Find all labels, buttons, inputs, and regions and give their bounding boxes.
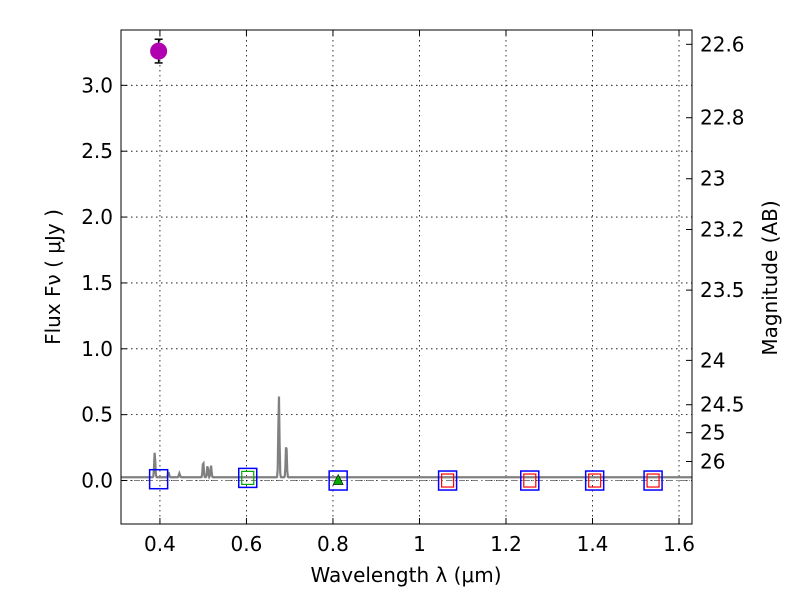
magnitude-tick-label: 24.5 — [700, 393, 745, 417]
model-flux-box — [237, 467, 258, 489]
measured-flux-point — [150, 42, 168, 60]
y-tick-label: 2.5 — [81, 139, 113, 163]
y-tick-label: 1.0 — [81, 337, 113, 361]
grid-layer — [121, 30, 692, 524]
x-tick-label: 1.6 — [663, 532, 695, 556]
plot-frame — [120, 29, 693, 525]
magnitude-tick-label: 23.2 — [700, 218, 745, 242]
x-axis-title: Wavelength λ (μm) — [310, 563, 501, 587]
model-flux-box — [148, 468, 169, 490]
spectrum-line — [121, 396, 692, 480]
y-tick-label: 3.0 — [81, 73, 113, 97]
band-flux-box — [646, 473, 660, 488]
series-layer — [121, 38, 692, 491]
magnitude-tick-label: 22.6 — [700, 32, 745, 56]
band-flux-box — [523, 473, 537, 488]
model-flux-box — [328, 470, 348, 491]
y-tick-label: 2.0 — [81, 205, 113, 229]
model-flux-box — [437, 470, 458, 491]
x-tick-label: 1.2 — [490, 532, 522, 556]
y-tick-label: 1.5 — [81, 271, 113, 295]
x-tick-label: 0.4 — [144, 532, 176, 556]
model-flux-box — [584, 470, 605, 491]
x-tick-label: 0.6 — [231, 532, 263, 556]
x-tick-label: 0.8 — [317, 532, 349, 556]
y-axis-title: Flux Fν ( μJy ) — [41, 209, 65, 345]
magnitude-tick-label: 25 — [700, 421, 725, 445]
x-tick-label: 1 — [413, 532, 426, 556]
band-flux-box — [241, 470, 255, 485]
model-flux-box — [520, 470, 540, 491]
upper-limit-marker — [332, 473, 344, 485]
ticks-layer: 0.4 0.6 0.8 1 1.2 1.4 1.6 0.0 0.5 1.0 1.5 2.0 2.5 3.0… — [81, 30, 745, 556]
y-tick-label: 0.0 — [81, 469, 113, 493]
band-flux-box — [440, 473, 455, 488]
right-axis-title: Magnitude (AB) — [758, 200, 782, 355]
magnitude-tick-label: 26 — [700, 449, 725, 473]
model-flux-box — [643, 470, 663, 491]
magnitude-tick-label: 23 — [700, 167, 725, 191]
band-flux-box — [588, 473, 602, 488]
magnitude-tick-label: 24 — [700, 348, 725, 372]
magnitude-tick-label: 23.5 — [700, 278, 745, 302]
magnitude-tick-label: 22.8 — [700, 106, 745, 130]
x-tick-label: 1.4 — [577, 532, 609, 556]
y-tick-label: 0.5 — [81, 403, 113, 427]
